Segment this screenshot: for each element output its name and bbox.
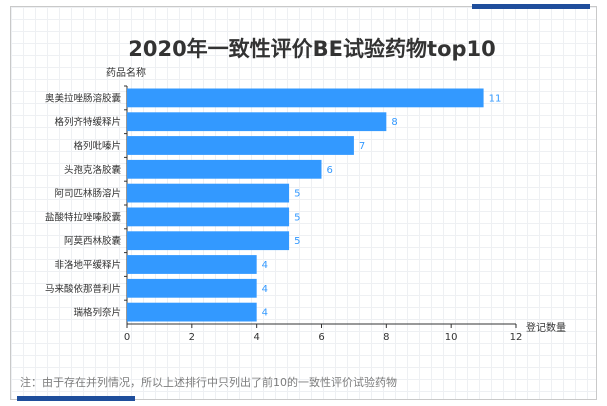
category-label: 头孢克洛胶囊 bbox=[64, 164, 122, 176]
footnote: 注：由于存在并列情况，所以上述排行中只列出了前10的一致性评价试验药物 bbox=[20, 376, 397, 389]
x-tick-label: 0 bbox=[124, 332, 130, 343]
x-tick-label: 10 bbox=[445, 332, 458, 343]
x-tick-label: 4 bbox=[253, 332, 259, 343]
bar bbox=[127, 255, 257, 274]
category-label: 奥美拉唑肠溶胶囊 bbox=[45, 92, 122, 104]
x-tick-label: 8 bbox=[383, 332, 389, 343]
bar bbox=[127, 136, 354, 155]
top-accent-bar bbox=[472, 4, 590, 9]
data-label: 11 bbox=[489, 93, 502, 104]
data-label: 4 bbox=[262, 284, 268, 295]
data-label: 7 bbox=[359, 141, 365, 152]
x-tick-label: 12 bbox=[510, 332, 523, 343]
bars-layer: 奥美拉唑肠溶胶囊 11 格列齐特缓释片 8 格列吡嗪片 7 头孢克洛胶囊 6 阿司匹林肠溶片 5 盐… bbox=[45, 85, 523, 343]
bar bbox=[127, 112, 387, 132]
data-label: 4 bbox=[262, 260, 268, 271]
bar bbox=[127, 88, 484, 108]
chart-title: 2020年一致性评价BE试验药物top10 bbox=[128, 37, 496, 61]
bottom-accent-bar bbox=[17, 396, 135, 401]
category-label: 阿莫西林胶囊 bbox=[64, 235, 122, 247]
category-label: 非洛地平缓释片 bbox=[54, 259, 121, 271]
x-tick-label: 2 bbox=[189, 332, 195, 343]
data-label: 8 bbox=[391, 117, 397, 128]
category-label: 格列齐特缓释片 bbox=[54, 116, 121, 128]
category-label: 盐酸特拉唑嗪胶囊 bbox=[45, 211, 122, 223]
data-label: 5 bbox=[294, 212, 300, 223]
y-axis-title: 药品名称 bbox=[106, 66, 146, 79]
category-label: 马来酸依那普利片 bbox=[45, 283, 121, 295]
bar bbox=[127, 231, 290, 251]
data-label: 5 bbox=[294, 189, 300, 200]
bar bbox=[127, 302, 257, 322]
bar bbox=[127, 159, 322, 179]
category-label: 阿司匹林肠溶片 bbox=[54, 188, 121, 200]
x-tick-label: 6 bbox=[318, 332, 324, 343]
bar bbox=[127, 278, 257, 298]
bar bbox=[127, 207, 290, 227]
x-axis-title: 登记数量 bbox=[526, 321, 566, 334]
category-label: 格列吡嗪片 bbox=[73, 140, 121, 152]
category-label: 瑞格列奈片 bbox=[73, 307, 121, 319]
data-label: 4 bbox=[262, 308, 268, 319]
chart-frame bbox=[10, 6, 597, 400]
data-label: 6 bbox=[327, 165, 333, 176]
bar bbox=[127, 183, 290, 203]
data-label: 5 bbox=[294, 236, 300, 247]
